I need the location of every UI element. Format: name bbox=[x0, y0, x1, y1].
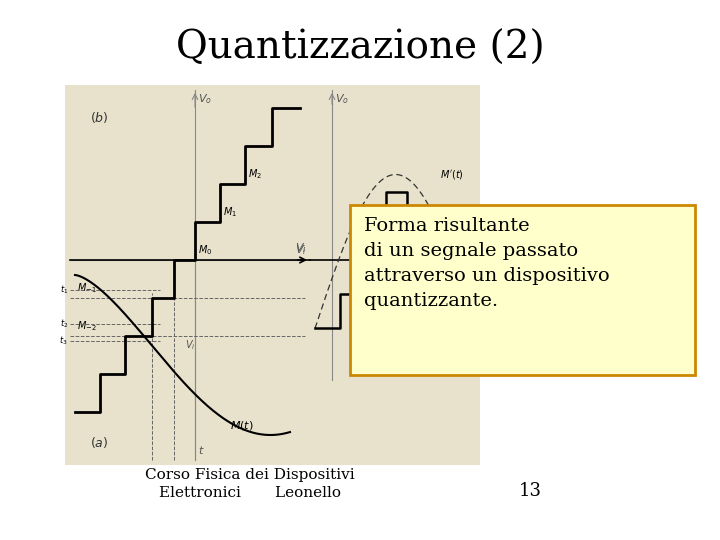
Text: Quantizzazione (2): Quantizzazione (2) bbox=[176, 30, 544, 67]
Text: $t_3$: $t_3$ bbox=[423, 275, 431, 287]
Text: $t_2$: $t_2$ bbox=[414, 269, 423, 281]
Text: $M_{-1}$: $M_{-1}$ bbox=[77, 281, 96, 295]
Text: $t_3$: $t_3$ bbox=[60, 335, 68, 347]
Text: $V_o$: $V_o$ bbox=[198, 92, 212, 106]
Bar bbox=[65, 85, 480, 465]
Text: $M'(t)$: $M'(t)$ bbox=[440, 168, 464, 181]
Text: $M_2$: $M_2$ bbox=[248, 167, 262, 181]
Text: $t_1$: $t_1$ bbox=[405, 263, 413, 275]
Text: $M_q(t)$: $M_q(t)$ bbox=[455, 218, 480, 233]
Text: $t_2$: $t_2$ bbox=[60, 318, 68, 330]
Text: $(b)$: $(b)$ bbox=[90, 110, 109, 125]
Text: 13: 13 bbox=[518, 482, 541, 500]
Text: $V_i$: $V_i$ bbox=[295, 243, 307, 257]
Text: Forma risultante
di un segnale passato
attraverso un dispositivo
quantizzante.: Forma risultante di un segnale passato a… bbox=[364, 217, 610, 310]
Text: $V_o$: $V_o$ bbox=[335, 92, 349, 106]
Text: $V_i$: $V_i$ bbox=[295, 241, 307, 255]
Text: $(c)$: $(c)$ bbox=[450, 310, 467, 325]
Text: $M(t)$: $M(t)$ bbox=[230, 418, 253, 431]
FancyBboxPatch shape bbox=[350, 205, 695, 375]
Text: $\frac{S}{2}$: $\frac{S}{2}$ bbox=[388, 265, 395, 284]
Text: $S$: $S$ bbox=[370, 265, 378, 277]
Text: $V_i$: $V_i$ bbox=[185, 338, 196, 352]
Text: $t$: $t$ bbox=[198, 444, 204, 456]
Text: $(a)$: $(a)$ bbox=[90, 435, 108, 450]
Text: Corso Fisica dei Dispositivi
Elettronici       Leonello: Corso Fisica dei Dispositivi Elettronici… bbox=[145, 468, 355, 500]
Text: $t$: $t$ bbox=[485, 244, 492, 256]
Text: $t_1$: $t_1$ bbox=[60, 284, 68, 296]
Text: $M_{-2}$: $M_{-2}$ bbox=[77, 319, 96, 333]
Text: $M_1$: $M_1$ bbox=[223, 205, 237, 219]
Text: $M_0$: $M_0$ bbox=[198, 243, 212, 257]
